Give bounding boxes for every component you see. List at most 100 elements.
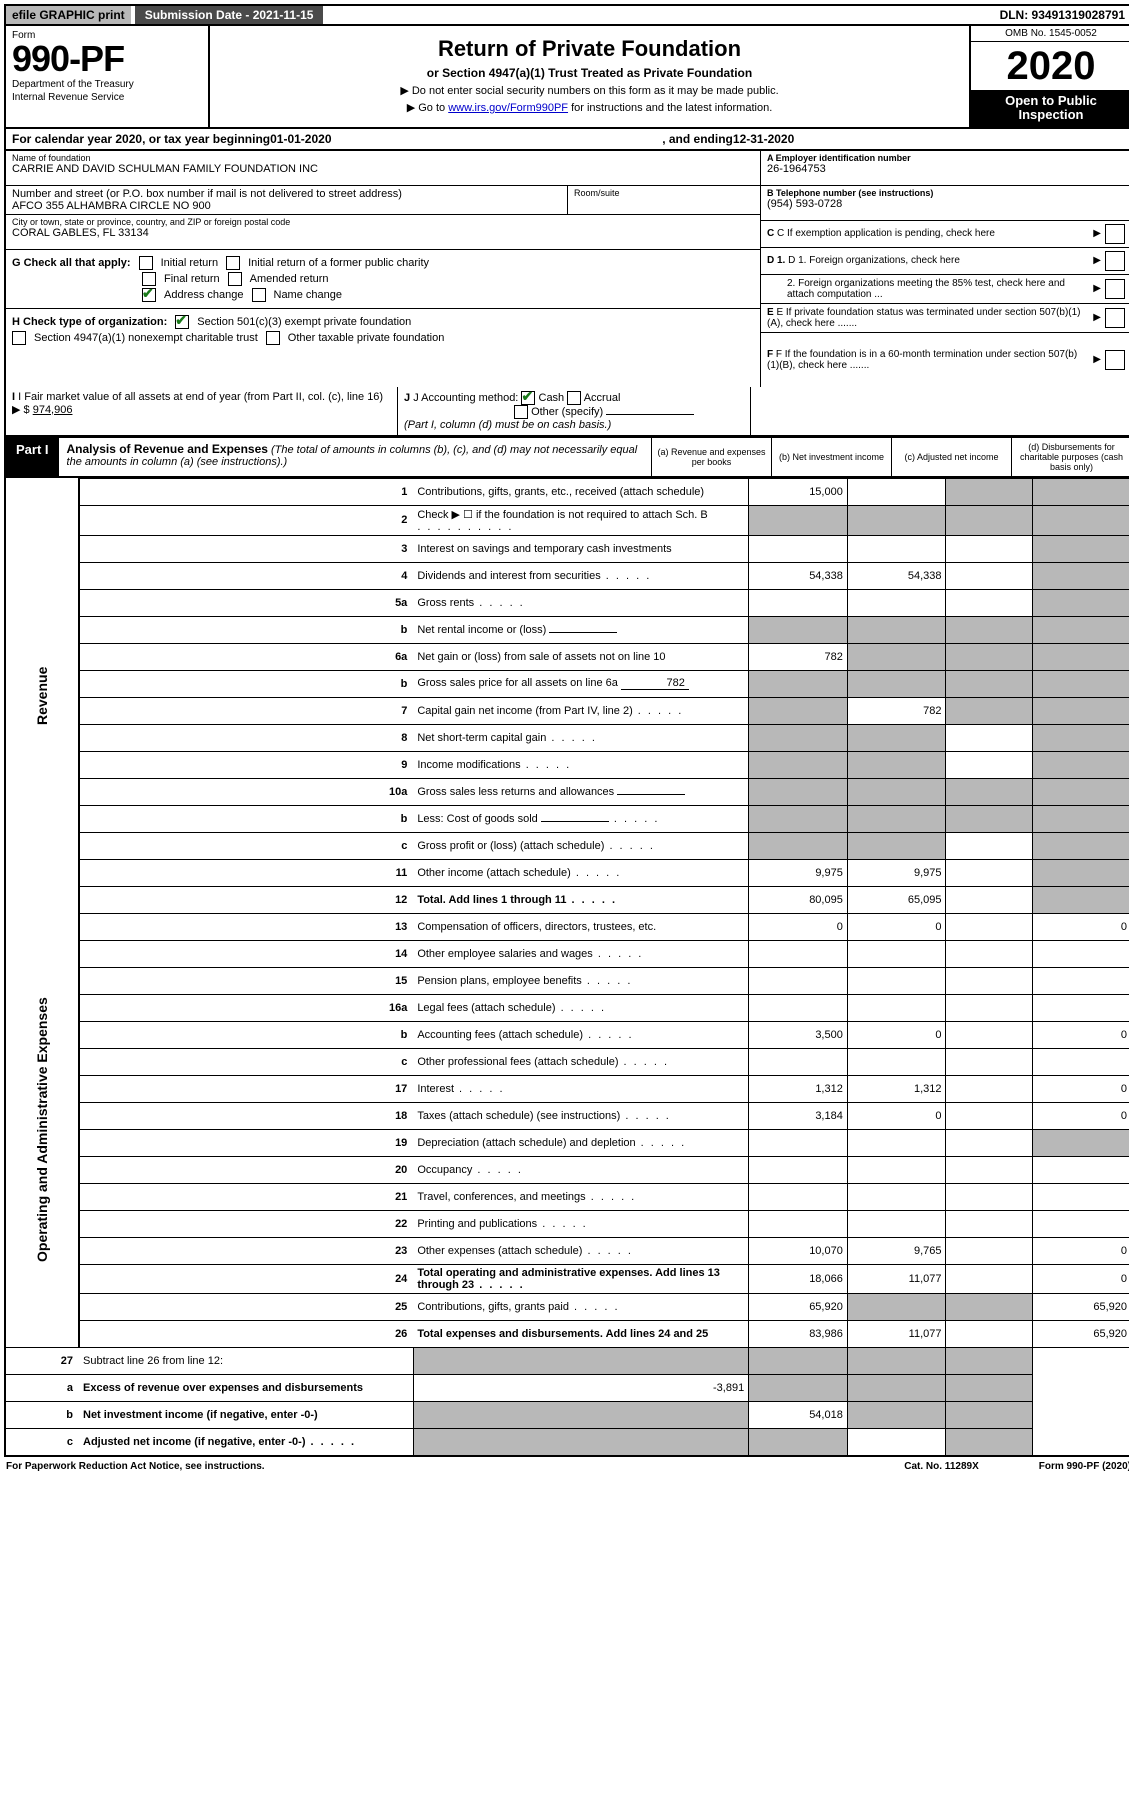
arrow-icon: ▶	[1093, 312, 1101, 323]
line-desc: Compensation of officers, directors, tru…	[413, 913, 748, 940]
header-left: Form 990-PF Department of the Treasury I…	[6, 26, 210, 127]
item-f: F F If the foundation is in a 60-month t…	[761, 333, 1129, 387]
table-row: 12Total. Add lines 1 through 1180,09565,…	[5, 886, 1129, 913]
line-desc: Excess of revenue over expenses and disb…	[79, 1374, 413, 1401]
arrow-icon: ▶	[1093, 283, 1101, 294]
j-cash: Cash	[539, 392, 565, 404]
h-other-taxable: Other taxable private foundation	[288, 332, 445, 344]
line-number: 20	[79, 1156, 413, 1183]
line-number: 2	[79, 505, 413, 535]
section-h: H Check type of organization: Section 50…	[6, 309, 760, 351]
efile-label[interactable]: efile GRAPHIC print	[6, 6, 131, 24]
line-number: 3	[79, 535, 413, 562]
line-number: 12	[79, 886, 413, 913]
ein-cell: A Employer identification number 26-1964…	[761, 151, 1129, 186]
irs-link[interactable]: www.irs.gov/Form990PF	[448, 102, 568, 114]
irs-label: Internal Revenue Service	[12, 92, 202, 103]
line-desc: Accounting fees (attach schedule)	[413, 1021, 748, 1048]
arrow-icon: ▶	[1093, 228, 1101, 239]
g-address: Address change	[164, 289, 244, 301]
line-number: 17	[79, 1075, 413, 1102]
open-public: Open to Public Inspection	[971, 90, 1129, 127]
form-subtitle: or Section 4947(a)(1) Trust Treated as P…	[216, 66, 963, 80]
j-label: J Accounting method:	[413, 392, 518, 404]
cb-initial-former[interactable]	[226, 256, 240, 270]
cb-d1[interactable]	[1105, 251, 1125, 271]
cb-other[interactable]	[514, 405, 528, 419]
row-ij: I I Fair market value of all assets at e…	[4, 387, 1129, 437]
table-row: Operating and Administrative Expenses13C…	[5, 913, 1129, 940]
omb-no: OMB No. 1545-0052	[971, 26, 1129, 42]
table-row: bLess: Cost of goods sold	[5, 805, 1129, 832]
h-501c3: Section 501(c)(3) exempt private foundat…	[197, 316, 411, 328]
line-desc: Depreciation (attach schedule) and deple…	[413, 1129, 748, 1156]
item-c: C C If exemption application is pending,…	[761, 221, 1129, 248]
cb-e[interactable]	[1105, 308, 1125, 328]
table-row: 15Pension plans, employee benefits	[5, 967, 1129, 994]
line-number: b	[79, 805, 413, 832]
cb-cash[interactable]	[521, 391, 535, 405]
cb-4947[interactable]	[12, 331, 26, 345]
cb-initial[interactable]	[139, 256, 153, 270]
cb-address[interactable]	[142, 288, 156, 302]
line-desc: Net investment income (if negative, ente…	[79, 1401, 413, 1428]
line-number: 6a	[79, 643, 413, 670]
table-row: 8Net short-term capital gain	[5, 724, 1129, 751]
cb-final[interactable]	[142, 272, 156, 286]
cb-c[interactable]	[1105, 224, 1125, 244]
ein-label: A Employer identification number	[767, 153, 911, 163]
j-note: (Part I, column (d) must be on cash basi…	[404, 419, 611, 431]
cb-other-taxable[interactable]	[266, 331, 280, 345]
h-4947: Section 4947(a)(1) nonexempt charitable …	[34, 332, 258, 344]
line-desc: Legal fees (attach schedule)	[413, 994, 748, 1021]
page-footer: For Paperwork Reduction Act Notice, see …	[4, 1457, 1129, 1476]
table-row: 2Check ▶ ☐ if the foundation is not requ…	[5, 505, 1129, 535]
part1-label: Part I	[6, 438, 59, 476]
line-number: b	[79, 670, 413, 697]
cb-f[interactable]	[1105, 350, 1125, 370]
cb-501c3[interactable]	[175, 315, 189, 329]
table-row: cGross profit or (loss) (attach schedule…	[5, 832, 1129, 859]
cb-amended[interactable]	[228, 272, 242, 286]
foundation-name-cell: Name of foundation CARRIE AND DAVID SCHU…	[6, 151, 760, 186]
line-desc: Printing and publications	[413, 1210, 748, 1237]
table-row: 18Taxes (attach schedule) (see instructi…	[5, 1102, 1129, 1129]
line-desc: Interest on savings and temporary cash i…	[413, 535, 748, 562]
i-value: 974,906	[33, 404, 73, 416]
table-row: 14Other employee salaries and wages	[5, 940, 1129, 967]
section-g: G Check all that apply: Initial return I…	[6, 250, 760, 309]
cb-accrual[interactable]	[567, 391, 581, 405]
table-row: bAccounting fees (attach schedule)3,5000…	[5, 1021, 1129, 1048]
table-row: 25Contributions, gifts, grants paid65,92…	[5, 1293, 1129, 1320]
line-number: 22	[79, 1210, 413, 1237]
part1-desc: Analysis of Revenue and Expenses (The to…	[59, 438, 651, 476]
line-desc: Net gain or (loss) from sale of assets n…	[413, 643, 748, 670]
table-row: 17Interest1,3121,3120	[5, 1075, 1129, 1102]
city-label: City or town, state or province, country…	[12, 217, 754, 227]
table-row: aExcess of revenue over expenses and dis…	[5, 1374, 1129, 1401]
address: AFCO 355 ALHAMBRA CIRCLE NO 900	[12, 200, 561, 212]
table-row: Revenue1Contributions, gifts, grants, et…	[5, 478, 1129, 505]
table-row: cOther professional fees (attach schedul…	[5, 1048, 1129, 1075]
c-text: C If exemption application is pending, c…	[777, 228, 995, 239]
line-desc: Other employee salaries and wages	[413, 940, 748, 967]
line-number: 25	[79, 1293, 413, 1320]
cb-name[interactable]	[252, 288, 266, 302]
g-initial: Initial return	[161, 257, 218, 269]
line-number: 11	[79, 859, 413, 886]
section-i: I I Fair market value of all assets at e…	[6, 387, 398, 435]
line-number: c	[5, 1428, 79, 1456]
line-desc: Dividends and interest from securities	[413, 562, 748, 589]
table-row: 27Subtract line 26 from line 12:	[5, 1347, 1129, 1374]
name-label: Name of foundation	[12, 153, 754, 163]
room-label: Room/suite	[574, 188, 620, 198]
line-number: 4	[79, 562, 413, 589]
col-c-hdr: (c) Adjusted net income	[891, 438, 1011, 476]
table-row: bNet rental income or (loss)	[5, 616, 1129, 643]
line-number: 19	[79, 1129, 413, 1156]
tel-label: B Telephone number (see instructions)	[767, 188, 933, 198]
cb-d2[interactable]	[1105, 279, 1125, 299]
tax-year: 2020	[971, 42, 1129, 90]
table-row: cAdjusted net income (if negative, enter…	[5, 1428, 1129, 1456]
g-amended: Amended return	[250, 273, 329, 285]
